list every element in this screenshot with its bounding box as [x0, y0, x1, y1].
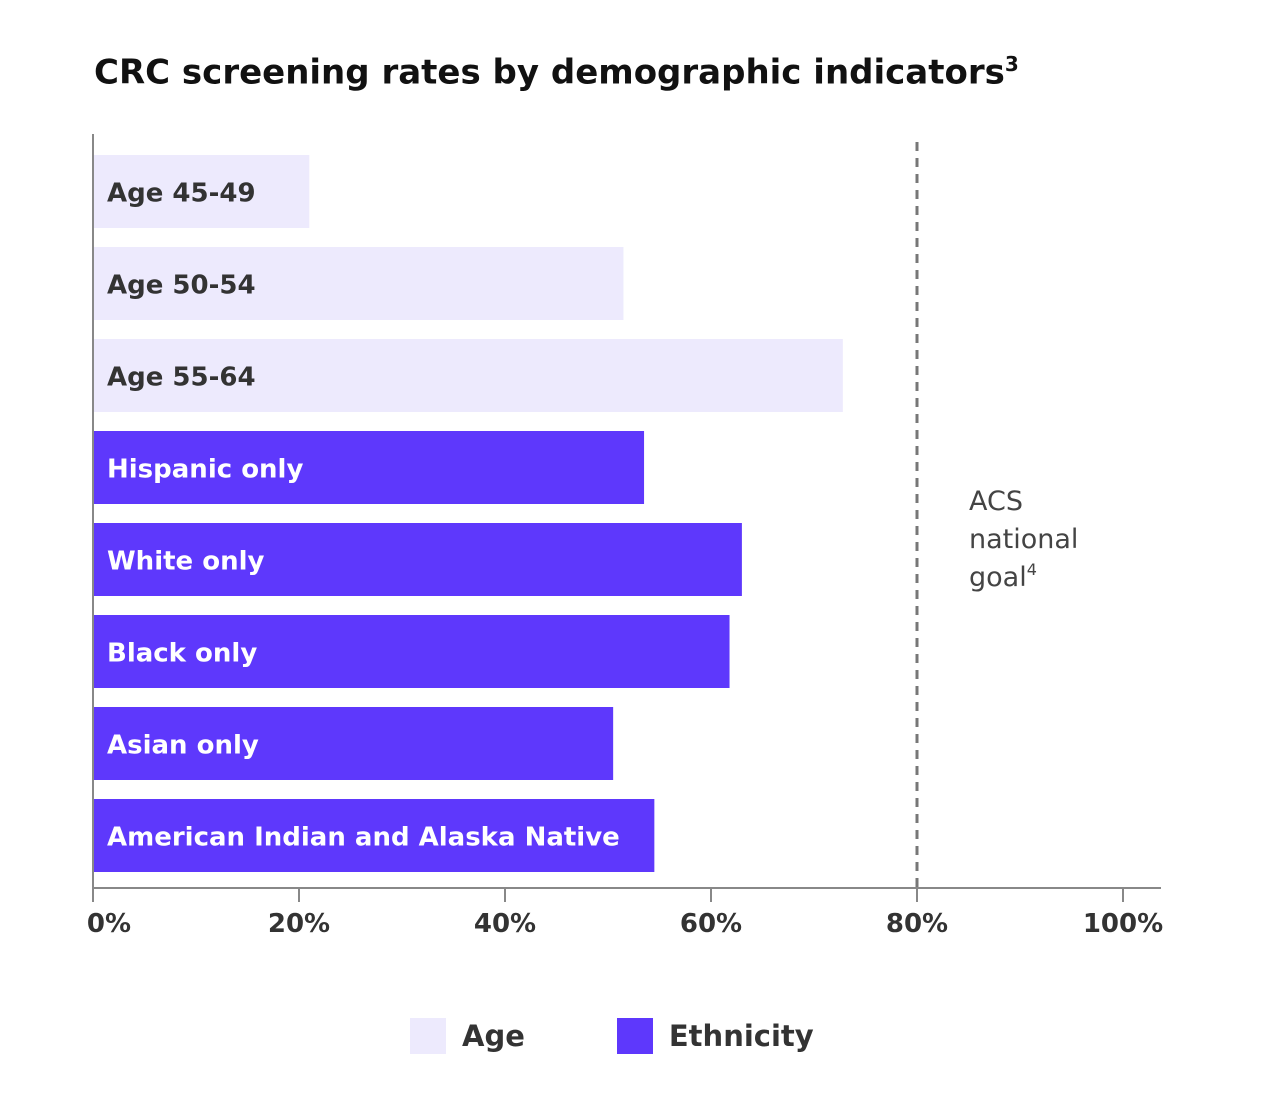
x-tick-label-40: 40% [474, 909, 536, 939]
x-tick-label-100: 100% [1083, 909, 1163, 939]
bar-label-hispanic-only: Hispanic only [107, 455, 303, 485]
bar-age-50-54 [93, 247, 624, 320]
x-tick-label-80: 80% [886, 909, 948, 939]
bar-black-only [93, 615, 730, 688]
bar-label-age-55-64: Age 55-64 [107, 363, 256, 393]
goal-label-line-3: goal4 [969, 560, 1037, 593]
goal-footnote-marker: 4 [1027, 560, 1037, 579]
bar-label-white-only: White only [107, 547, 264, 577]
x-tick-label-20: 20% [268, 909, 330, 939]
title-footnote-marker: 3 [1004, 52, 1019, 76]
legend-item-age: Age [410, 1018, 525, 1054]
bar-age-45-49 [93, 155, 310, 228]
chart-legend: Age Ethnicity [410, 1018, 906, 1054]
legend-swatch-ethnicity [616, 1018, 653, 1054]
legend-label-ethnicity: Ethnicity [668, 1019, 814, 1053]
bar-asian-only [93, 707, 614, 780]
chart-title: CRC screening rates by demographic indic… [94, 52, 1019, 92]
bar-american-indian-and-alaska-native [93, 799, 655, 872]
legend-item-ethnicity: Ethnicity [616, 1018, 814, 1054]
bar-label-age-45-49: Age 45-49 [107, 179, 256, 209]
bar-label-american-indian-and-alaska-native: American Indian and Alaska Native [107, 823, 620, 853]
legend-label-age: Age [462, 1019, 525, 1053]
bar-white-only [93, 523, 742, 596]
bar-hispanic-only [93, 431, 645, 504]
goal-label-line-1: ACS [969, 486, 1023, 517]
bar-age-55-64 [93, 339, 843, 412]
bar-label-black-only: Black only [107, 639, 257, 669]
x-tick-label-0: 0% [87, 909, 131, 939]
bar-label-asian-only: Asian only [107, 731, 259, 761]
legend-swatch-age [410, 1018, 446, 1054]
bar-label-age-50-54: Age 50-54 [107, 271, 256, 301]
goal-label-line-2: national [969, 524, 1078, 555]
x-tick-label-60: 60% [680, 909, 742, 939]
chart-title-text: CRC screening rates by demographic indic… [94, 52, 1005, 93]
